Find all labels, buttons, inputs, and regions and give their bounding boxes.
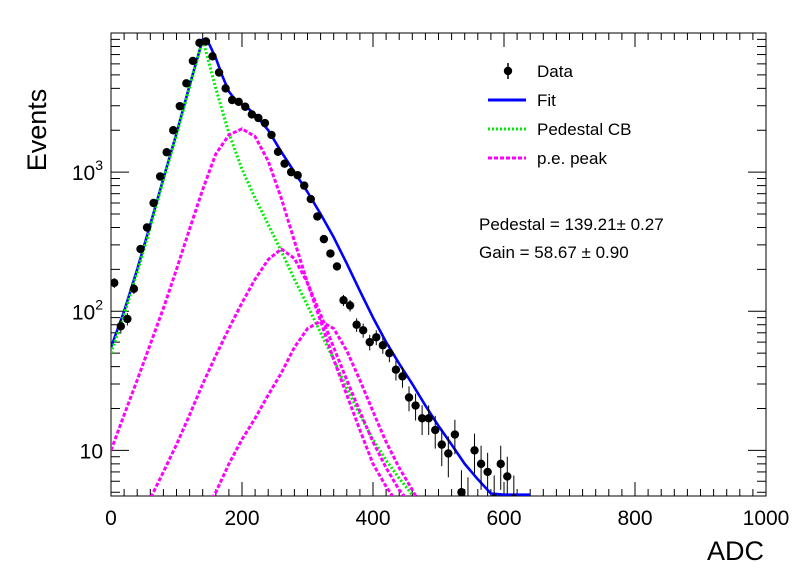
data-points-layer [111, 37, 518, 505]
data-point [123, 314, 132, 324]
data-point [234, 97, 243, 107]
y-tick-labels: 10 102 103 [72, 157, 103, 463]
y-tick-label: 102 [72, 296, 103, 324]
data-point [391, 365, 401, 374]
data-point [411, 401, 420, 410]
data-point [385, 348, 394, 358]
data-point [372, 333, 381, 342]
data-point [510, 494, 518, 496]
data-point [470, 446, 479, 455]
annotation-pedestal: Pedestal = 139.21± 0.27 [479, 215, 664, 234]
legend-label-pe-peak: p.e. peak [537, 149, 607, 168]
data-point [404, 393, 414, 402]
data-point [254, 113, 263, 123]
data-point [483, 467, 492, 477]
data-point [129, 284, 139, 294]
data-point [476, 459, 486, 469]
data-point [503, 472, 512, 481]
data-point [267, 130, 276, 140]
data-point [490, 494, 498, 496]
data-point [358, 326, 368, 335]
data-point [201, 37, 211, 46]
x-tick-label: 600 [486, 507, 521, 530]
data-point [444, 449, 453, 458]
legend-label-fit: Fit [537, 91, 556, 110]
legend-label-data: Data [537, 62, 573, 81]
data-point [417, 414, 427, 423]
data-point [142, 223, 152, 232]
y-axis-title: Events [22, 89, 52, 172]
annotation-gain: Gain = 58.67 ± 0.90 [479, 243, 629, 262]
data-point [162, 148, 171, 157]
series-fit [111, 38, 531, 496]
legend-label-pedestal: Pedestal CB [537, 120, 632, 139]
data-point [496, 459, 505, 469]
data-point [339, 296, 348, 305]
data-point [136, 244, 145, 254]
data-point [398, 372, 407, 381]
data-point [306, 194, 315, 204]
axis-ticks [110, 33, 767, 496]
data-point [345, 301, 355, 310]
series-pedestal-cb [111, 37, 418, 496]
data-point [280, 159, 289, 168]
data-point [319, 234, 329, 244]
x-tick-label: 800 [617, 507, 652, 530]
data-point [313, 212, 322, 221]
data-point [175, 101, 184, 111]
data-point [431, 425, 440, 435]
data-point [247, 110, 257, 119]
data-point [260, 118, 270, 128]
data-point [457, 488, 466, 496]
data-point [332, 262, 342, 271]
series-p-e-peak-3-p-e [211, 319, 418, 496]
x-axis-title: ADC [707, 536, 764, 566]
data-point [169, 126, 178, 135]
data-point [365, 337, 374, 347]
y-tick-label: 103 [72, 157, 103, 185]
data-point [241, 102, 250, 111]
x-tick-label: 400 [355, 507, 390, 530]
x-tick-labels: 0 200 400 600 800 1000 [105, 507, 789, 530]
series-p-e-peak-1-p-e [111, 127, 395, 496]
data-point [326, 249, 335, 258]
data-point [155, 172, 165, 181]
data-point [300, 181, 309, 190]
data-point [188, 56, 198, 66]
data-point [111, 278, 119, 288]
data-point [293, 171, 302, 180]
legend: Data Fit Pedestal CB p.e. peak [488, 62, 632, 168]
curves-layer [111, 37, 531, 496]
data-point [286, 167, 296, 177]
data-point [116, 322, 126, 331]
data-point [221, 84, 230, 93]
x-tick-label: 200 [224, 507, 259, 530]
data-point [273, 147, 283, 156]
data-point [195, 38, 204, 48]
data-point [182, 79, 191, 88]
data-point [208, 52, 217, 61]
data-point [378, 341, 388, 350]
data-point [214, 68, 224, 77]
data-point [464, 497, 472, 505]
data-point [424, 414, 433, 423]
legend-data-marker [503, 66, 513, 76]
data-point [352, 320, 361, 329]
data-point [227, 95, 237, 105]
x-tick-label: 1000 [743, 507, 790, 530]
data-point [450, 430, 460, 439]
x-tick-label: 0 [105, 507, 117, 530]
series-p-e-peak-2-p-e [149, 247, 407, 496]
data-point [149, 198, 158, 208]
y-tick-label: 10 [80, 440, 103, 463]
data-point [437, 440, 446, 449]
